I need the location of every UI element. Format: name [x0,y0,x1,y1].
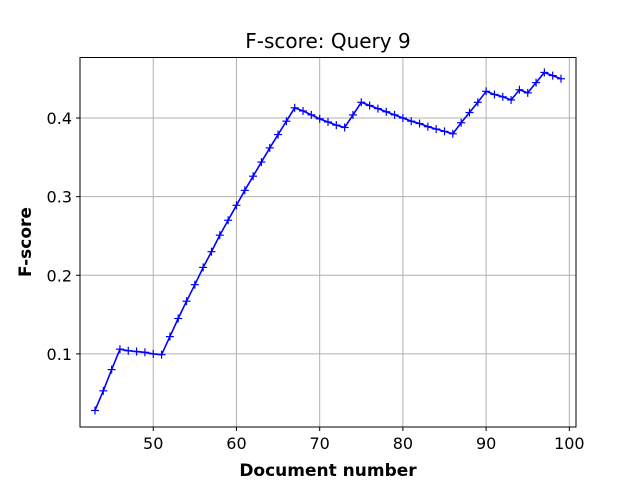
grid [80,57,576,427]
data-point [532,78,541,87]
data-point [274,130,283,139]
data-point [473,98,482,107]
data-point [540,68,549,77]
data-point [465,108,474,117]
data-point [115,345,124,354]
data-point [249,172,258,181]
data-point [157,350,166,359]
data-point [557,74,566,83]
data-point [390,110,399,119]
data-point [440,127,449,136]
data-point [407,117,416,126]
data-point [307,110,316,119]
data-point [232,201,241,210]
data-point [482,87,491,96]
x-tick-label: 60 [226,434,246,453]
y-tick-label: 0.4 [47,109,72,128]
data-point [282,117,291,126]
data-point [348,110,357,119]
data-point [149,349,158,358]
data-point [107,365,116,374]
data-point [432,125,441,134]
data-point [265,143,274,152]
data-point [324,117,332,126]
y-tick-label: 0.1 [47,345,72,364]
data-point [515,85,524,94]
data-point [132,347,141,356]
data-point [498,92,507,101]
data-point [240,186,249,195]
data-point [340,123,349,132]
data-point [398,114,407,123]
x-tick-label: 90 [476,434,496,453]
data-point [174,314,183,323]
data-point [182,297,191,306]
data-point [507,95,516,104]
data-point [448,129,457,138]
data-point [365,101,374,110]
data-point [523,88,532,97]
x-tick-label: 100 [554,434,585,453]
data-point [299,106,308,115]
y-tick-label: 0.3 [47,188,72,207]
data-point [490,90,499,99]
data-point [457,118,466,127]
data-point [382,107,391,116]
data-point [207,247,216,256]
plot-frame [79,57,577,428]
data-point [224,216,233,225]
x-tick-label: 80 [393,434,413,453]
data-point [124,346,133,355]
data-point [332,121,341,130]
ticks: 50 60 70 80 90 100 0.1 0.2 0.3 0.4 [47,109,585,453]
data-point [215,231,224,240]
series-layer [90,68,566,415]
data-point [290,103,299,112]
data-point [99,386,108,395]
data-point [423,122,432,131]
data-point [165,332,174,341]
data-point [357,98,366,107]
data-point [548,71,557,80]
data-point [199,263,208,272]
data-point [315,114,324,123]
data-point [190,280,199,289]
data-point [373,104,382,113]
chart-title: F-score: Query 9 [245,29,410,53]
data-point [140,348,149,357]
x-axis-label: Document number [239,461,417,480]
x-tick-label: 70 [309,434,329,453]
data-point [257,158,266,167]
y-axis-label: F-score [16,207,36,277]
y-tick-label: 0.2 [47,266,72,285]
x-tick-label: 50 [143,434,163,453]
data-point [415,119,424,128]
data-point [90,406,99,415]
